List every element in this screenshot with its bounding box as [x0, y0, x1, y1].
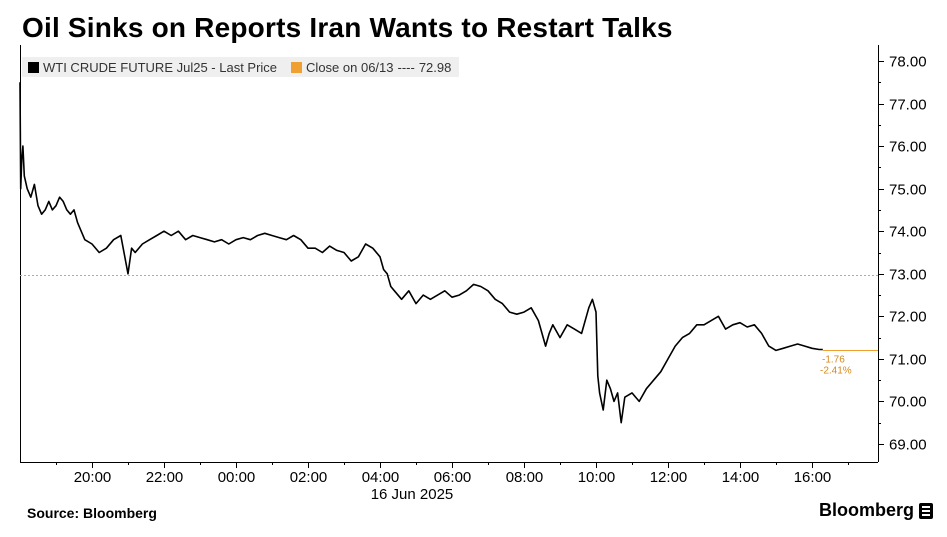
y-tick-label: 70.00	[889, 394, 927, 411]
legend: WTI CRUDE FUTURE Jul25 - Last Price Clos…	[22, 57, 460, 77]
change-pct-annotation: -2.41%	[820, 366, 852, 377]
series-swatch	[28, 61, 39, 73]
terminal-icon	[919, 502, 933, 519]
close-swatch	[291, 61, 303, 73]
x-tick-label: 20:00	[74, 469, 112, 486]
y-tick-label: 72.00	[889, 309, 927, 326]
x-tick-label: 08:00	[506, 469, 544, 486]
y-tick-label: 75.00	[889, 182, 927, 199]
x-tick-label: 22:00	[146, 469, 184, 486]
y-tick-label: 73.00	[889, 267, 927, 284]
x-tick-label: 10:00	[578, 469, 616, 486]
y-tick-label: 74.00	[889, 224, 927, 241]
x-tick-label: 06:00	[434, 469, 472, 486]
price-series-line	[19, 82, 823, 424]
brand-label: Bloomberg	[818, 500, 914, 520]
legend-series-label: WTI CRUDE FUTURE Jul25 - Last Price	[43, 59, 278, 75]
x-tick-label: 04:00	[362, 469, 400, 486]
x-tick-label: 12:00	[650, 469, 688, 486]
legend-close-label: Close on 06/13	[306, 59, 394, 75]
x-date-label: 16 Jun 2025	[371, 486, 454, 503]
y-tick-label: 78.00	[889, 54, 927, 71]
x-tick-label: 16:00	[794, 469, 832, 486]
chart-title: Oil Sinks on Reports Iran Wants to Resta…	[22, 12, 673, 43]
y-tick-label: 69.00	[889, 437, 927, 454]
y-tick-label: 71.00	[889, 352, 927, 369]
legend-close-value: 72.98	[418, 59, 452, 75]
x-tick-label: 14:00	[722, 469, 760, 486]
bloomberg-logo: Bloomberg	[819, 500, 933, 521]
x-tick-label: 02:00	[290, 469, 328, 486]
legend-close-dashes: ----	[397, 59, 415, 75]
y-tick-label: 76.00	[889, 139, 927, 156]
source-note: Source: Bloomberg	[27, 505, 157, 521]
change-annotation: -1.76	[822, 355, 845, 366]
y-tick-label: 77.00	[889, 97, 927, 114]
x-tick-label: 00:00	[218, 469, 256, 486]
